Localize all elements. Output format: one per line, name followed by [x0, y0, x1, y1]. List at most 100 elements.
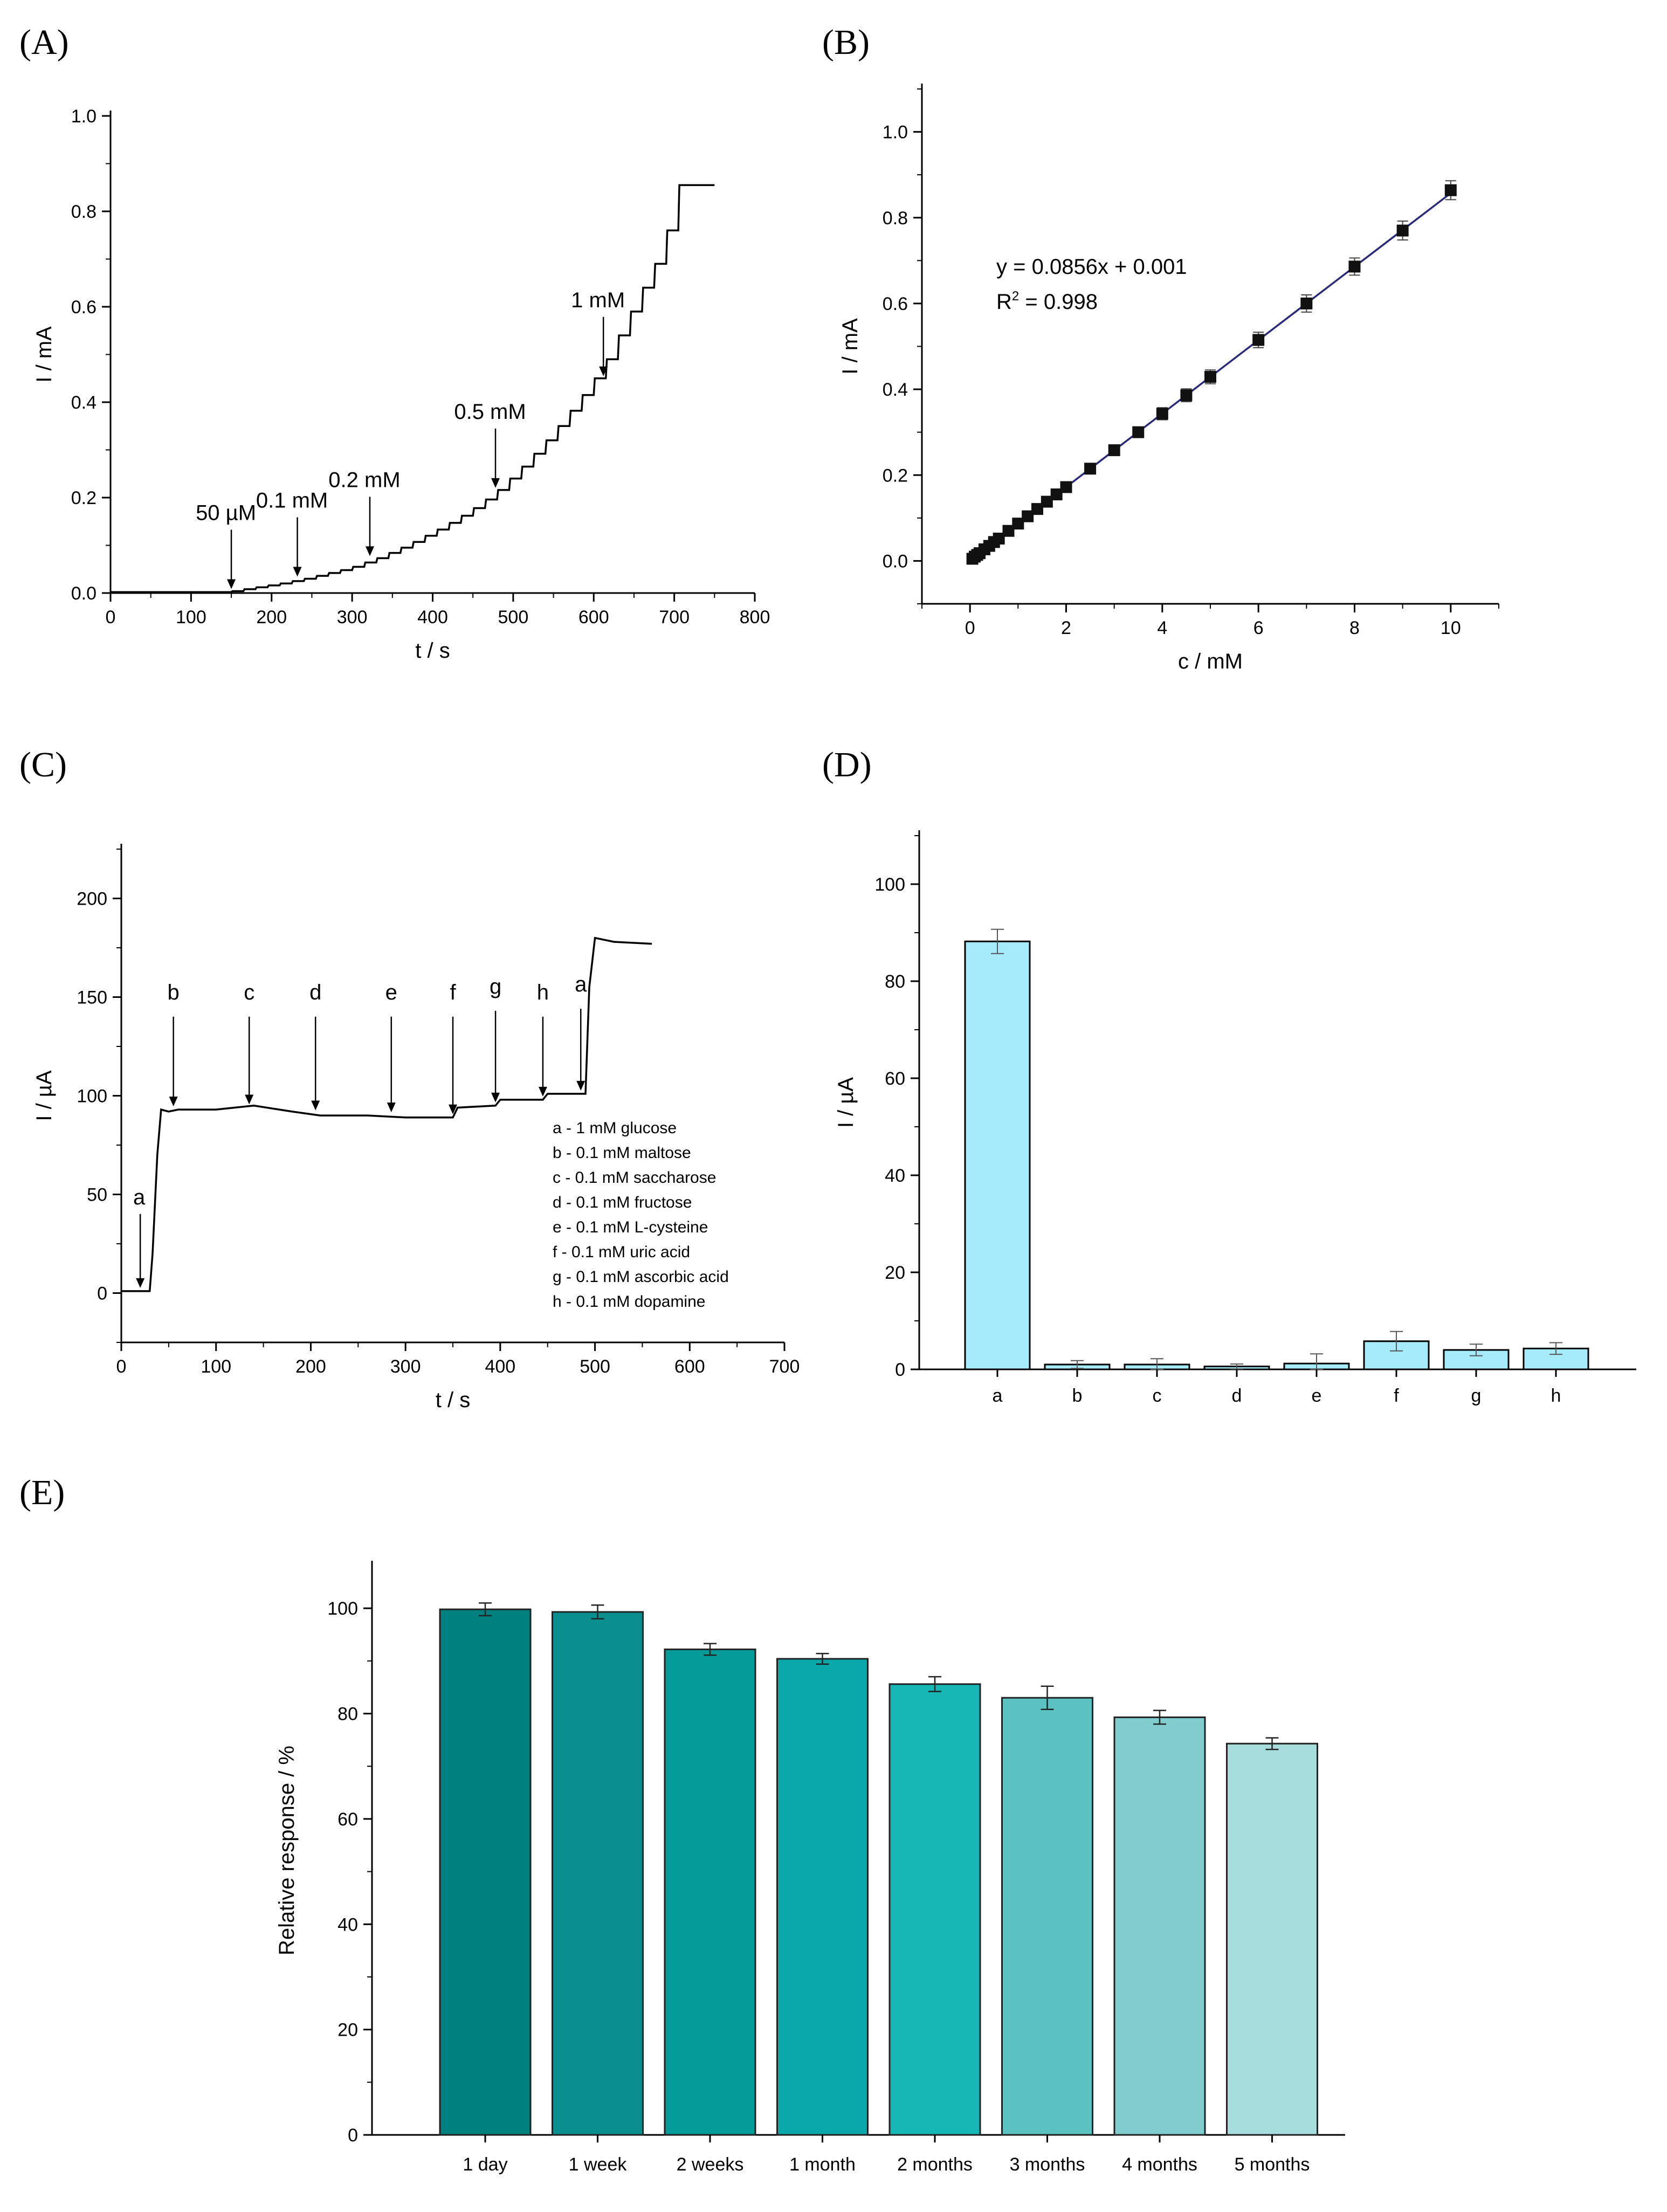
injection-label: a [575, 973, 587, 996]
x-tick-label: 0 [116, 1356, 127, 1377]
x-tick-label: 4 [1157, 618, 1167, 638]
x-tick-label: 400 [485, 1356, 515, 1377]
x-tick-label: 1 week [569, 2154, 628, 2175]
data-point [1396, 224, 1409, 237]
bar [439, 1608, 532, 2136]
x-tick-label: 1 month [789, 2154, 856, 2175]
x-tick-label: 400 [417, 607, 448, 628]
injection-label: e [385, 981, 397, 1004]
y-tick-label: 40 [337, 1914, 358, 1935]
arrow-head [491, 1092, 500, 1102]
current-trace [111, 184, 715, 593]
panel-label-b: (B) [822, 23, 870, 62]
concentration-annotation: 50 µM [196, 501, 256, 525]
x-tick-label: b [1072, 1386, 1083, 1406]
y-tick-label: 0.0 [71, 583, 97, 604]
arrow-head [449, 1104, 457, 1114]
y-axis-label: I / µA [32, 1070, 56, 1121]
y-axis-label: I / µA [834, 1077, 858, 1128]
bar [552, 1611, 644, 2136]
fit-equation: y = 0.0856x + 0.001 [996, 255, 1187, 279]
data-point [1050, 488, 1063, 501]
legend-entry: a - 1 mM glucose [553, 1119, 677, 1137]
x-tick-label: 500 [498, 607, 529, 628]
data-point [1041, 495, 1053, 508]
y-tick-label: 0 [895, 1360, 905, 1380]
x-tick-label: e [1312, 1386, 1322, 1406]
x-tick-label: 6 [1253, 618, 1264, 638]
x-tick-label: 8 [1349, 618, 1360, 638]
legend-entry: g - 0.1 mM ascorbic acid [553, 1268, 729, 1286]
data-point [1444, 184, 1457, 196]
y-tick-label: 0.2 [71, 488, 97, 508]
arrow-head [491, 478, 500, 488]
panel-label-c: (C) [19, 745, 67, 784]
data-point [1180, 389, 1193, 402]
y-tick-label: 60 [885, 1069, 905, 1089]
legend-entry: h - 0.1 mM dopamine [553, 1293, 705, 1311]
legend-entry: c - 0.1 mM saccharose [553, 1169, 716, 1187]
y-tick-label: 0.0 [883, 551, 908, 571]
data-point [1084, 463, 1097, 475]
x-tick-label: 300 [390, 1356, 421, 1377]
x-tick-label: d [1232, 1386, 1242, 1406]
bar [1001, 1697, 1093, 2136]
y-tick-label: 60 [337, 1809, 358, 1830]
y-tick-label: 1.0 [71, 106, 97, 127]
arrow-head [599, 366, 608, 376]
arrow-head [169, 1097, 178, 1107]
data-point [1002, 525, 1015, 537]
y-tick-label: 80 [885, 971, 905, 992]
y-tick-label: 0 [348, 2125, 358, 2146]
x-tick-label: 100 [176, 607, 206, 628]
data-point [1132, 426, 1145, 438]
y-tick-label: 0.6 [883, 294, 908, 314]
data-point [1031, 503, 1043, 515]
bar [888, 1683, 981, 2136]
concentration-annotation: 0.2 mM [328, 468, 400, 492]
concentration-annotation: 1 mM [571, 288, 625, 312]
data-point [1012, 518, 1024, 530]
arrow-head [293, 567, 302, 577]
legend-entry: f - 0.1 mM uric acid [553, 1243, 690, 1261]
chart-d: 0 20 40 60 80 100 I / µA a b c d e f g h [834, 830, 1636, 1406]
r-squared: R2 = 0.998 [996, 289, 1098, 314]
y-tick-label: 0.4 [883, 380, 908, 400]
legend-entry: b - 0.1 mM maltose [553, 1144, 691, 1162]
injection-label: d [309, 981, 321, 1004]
bar [964, 940, 1031, 1370]
y-tick-label: 200 [77, 889, 107, 909]
chart-b: 0.0 0.2 0.4 0.6 0.8 1.0 0 2 4 6 8 10 c / mM I / mA y =… [838, 84, 1499, 673]
injection-label: f [450, 981, 456, 1004]
data-point [1022, 510, 1034, 522]
data-point [1300, 297, 1313, 309]
x-tick-label: 500 [580, 1356, 610, 1377]
x-tick-label: 700 [659, 607, 690, 628]
y-tick-label: 0.6 [71, 297, 97, 318]
y-tick-label: 80 [337, 1704, 358, 1725]
concentration-annotation: 0.1 mM [256, 488, 328, 512]
bar [664, 1648, 756, 2136]
y-tick-label: 50 [87, 1185, 107, 1205]
arrow-head [311, 1100, 320, 1111]
y-tick-label: 0.2 [883, 465, 908, 486]
x-tick-label: 0 [106, 607, 116, 628]
y-tick-label: 150 [77, 988, 107, 1008]
injection-label: b [168, 981, 180, 1004]
concentration-annotation: 0.5 mM [454, 400, 526, 424]
x-tick-label: 300 [337, 607, 368, 628]
x-axis-label: t / s [415, 639, 450, 663]
arrow-head [576, 1080, 585, 1091]
x-tick-label: 4 months [1122, 2154, 1197, 2175]
bar [776, 1658, 869, 2136]
panel-label-e: (E) [19, 1473, 65, 1512]
y-tick-label: 0 [97, 1284, 107, 1304]
injection-label: c [244, 981, 254, 1004]
data-point [1108, 444, 1120, 457]
y-tick-label: 0.8 [71, 202, 97, 222]
x-tick-label: 2 [1061, 618, 1071, 638]
x-tick-label: 3 months [1010, 2154, 1085, 2175]
x-tick-label: g [1471, 1386, 1482, 1406]
y-axis-label: I / mA [838, 318, 862, 375]
y-tick-label: 100 [77, 1086, 107, 1107]
